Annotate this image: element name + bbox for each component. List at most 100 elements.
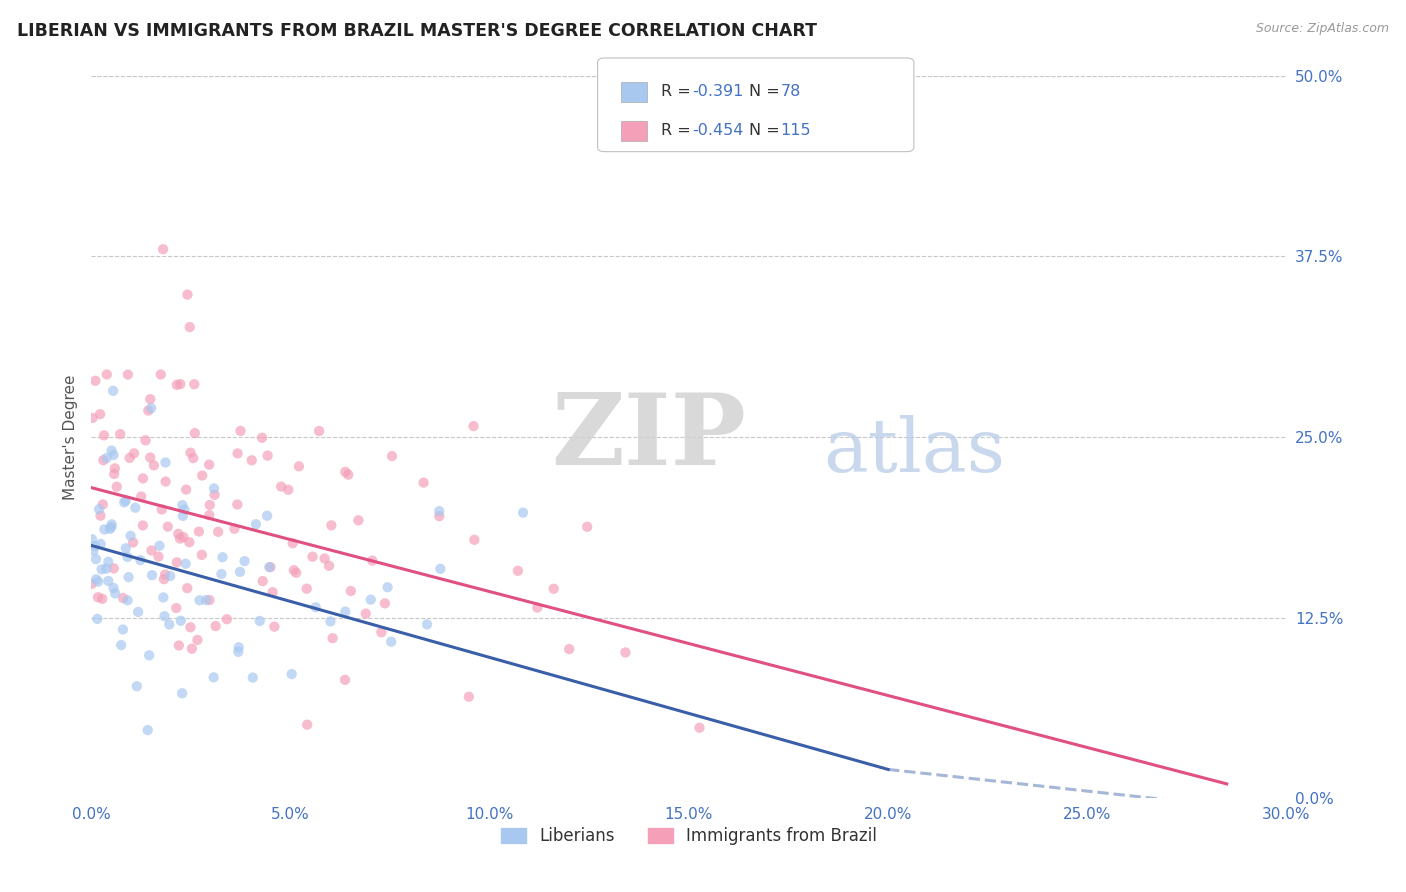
Point — [97, 574, 120, 588]
Point — [84, 552, 107, 566]
Point — [259, 560, 281, 574]
Point — [242, 671, 264, 685]
Text: R =: R = — [661, 123, 696, 137]
Point — [122, 535, 145, 549]
Text: LIBERIAN VS IMMIGRANTS FROM BRAZIL MASTER'S DEGREE CORRELATION CHART: LIBERIAN VS IMMIGRANTS FROM BRAZIL MASTE… — [17, 22, 817, 40]
Point — [412, 475, 434, 490]
Point — [148, 549, 170, 564]
Point — [80, 577, 103, 591]
Point — [186, 632, 208, 647]
Point — [318, 558, 340, 573]
Point — [90, 537, 112, 551]
Point — [159, 569, 181, 583]
Point — [172, 530, 194, 544]
Point — [224, 522, 246, 536]
Point — [101, 384, 124, 398]
Text: N =: N = — [749, 84, 786, 99]
Point — [100, 517, 122, 532]
Point — [166, 377, 188, 392]
Point — [118, 450, 141, 465]
Point — [215, 612, 238, 626]
Point — [288, 459, 311, 474]
Point — [209, 567, 232, 582]
Y-axis label: Master's Degree: Master's Degree — [62, 375, 77, 500]
Point — [180, 641, 202, 656]
Point — [179, 320, 201, 334]
Point — [87, 502, 110, 516]
Point — [148, 539, 170, 553]
Point — [256, 508, 278, 523]
Point — [226, 446, 249, 460]
Point — [104, 461, 127, 475]
Point — [93, 523, 115, 537]
Point — [370, 625, 392, 640]
Point — [295, 717, 318, 731]
Point — [155, 475, 177, 489]
Point — [285, 566, 308, 580]
Text: N =: N = — [749, 123, 786, 137]
Point — [156, 519, 179, 533]
Point — [340, 584, 363, 599]
Point — [89, 407, 111, 421]
Point — [82, 543, 104, 558]
Text: -0.454: -0.454 — [692, 123, 744, 137]
Point — [152, 242, 174, 256]
Point — [103, 561, 125, 575]
Point — [93, 428, 115, 442]
Point — [110, 638, 132, 652]
Point — [314, 551, 336, 566]
Point — [153, 567, 176, 582]
Text: ZIP: ZIP — [551, 389, 747, 485]
Point — [117, 593, 139, 607]
Point — [98, 522, 121, 536]
Point — [558, 642, 581, 657]
Point — [87, 591, 110, 605]
Point — [86, 612, 108, 626]
Point — [105, 480, 128, 494]
Point — [89, 508, 111, 523]
Text: 115: 115 — [780, 123, 811, 137]
Point — [174, 557, 197, 571]
Point — [283, 563, 305, 577]
Point — [198, 458, 221, 472]
Point — [184, 426, 207, 441]
Point — [117, 570, 139, 584]
Point — [80, 532, 103, 546]
Point — [129, 553, 152, 567]
Point — [122, 446, 145, 460]
Point — [120, 529, 142, 543]
Point — [157, 617, 180, 632]
Point — [103, 467, 125, 481]
Point — [198, 593, 221, 607]
Point — [188, 593, 211, 607]
Point — [240, 453, 263, 467]
Point — [114, 541, 136, 556]
Point — [463, 533, 485, 547]
Point — [104, 586, 127, 600]
Point — [166, 555, 188, 569]
Point — [381, 449, 404, 463]
Point — [250, 431, 273, 445]
Point — [305, 600, 328, 615]
Point — [84, 572, 107, 586]
Point — [179, 535, 201, 549]
Point — [132, 471, 155, 485]
Point — [335, 605, 357, 619]
Point — [141, 568, 163, 582]
Point — [132, 518, 155, 533]
Point — [301, 549, 323, 564]
Point — [111, 623, 134, 637]
Point — [100, 443, 122, 458]
Point — [380, 634, 402, 648]
Point — [117, 549, 139, 564]
Point — [226, 498, 249, 512]
Point — [153, 609, 176, 624]
Point — [319, 615, 342, 629]
Point — [169, 532, 191, 546]
Point — [127, 605, 149, 619]
Point — [83, 539, 105, 553]
Point — [97, 555, 120, 569]
Point — [167, 527, 190, 541]
Text: -0.391: -0.391 — [692, 84, 744, 99]
Point — [374, 596, 396, 610]
